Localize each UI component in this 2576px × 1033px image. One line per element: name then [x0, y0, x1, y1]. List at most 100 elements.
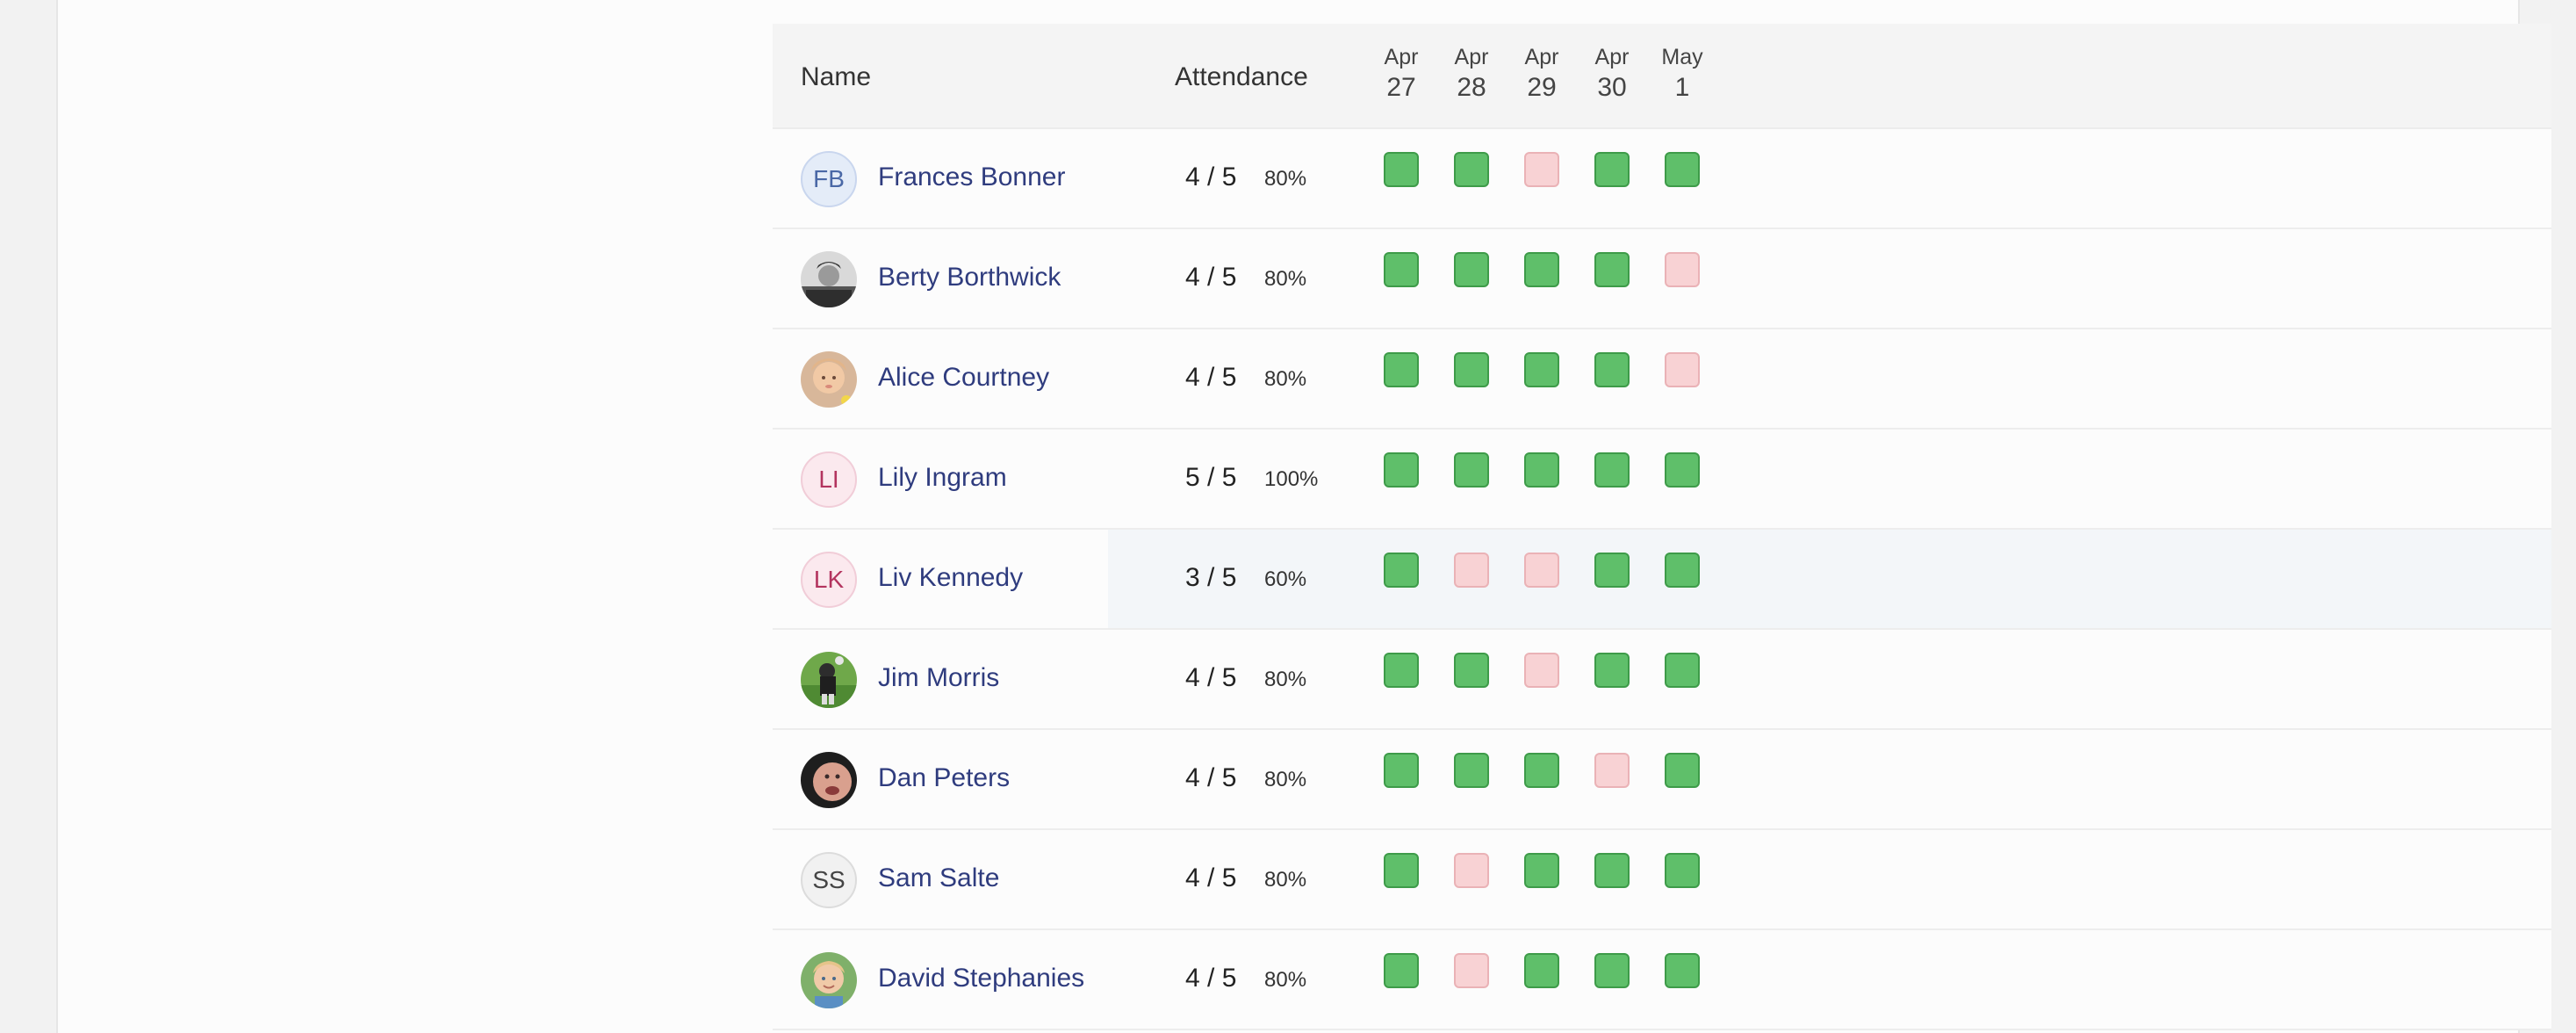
attendance-cell-present[interactable]	[1594, 653, 1630, 688]
avatar-photo[interactable]	[801, 752, 857, 808]
attendance-cell-present[interactable]	[1594, 252, 1630, 287]
attendance-cell-absent[interactable]	[1524, 553, 1559, 588]
attendance-cell-absent[interactable]	[1524, 152, 1559, 187]
attendance-cell-present[interactable]	[1594, 953, 1630, 988]
name-column-header[interactable]: Name	[801, 62, 872, 91]
attendance-cell-present[interactable]	[1454, 653, 1489, 688]
date-month: May	[1661, 45, 1703, 69]
avatar-photo[interactable]	[801, 351, 857, 408]
attendance-fraction: 4 / 5	[1185, 663, 1237, 692]
attendance-cell-present[interactable]	[1665, 452, 1700, 488]
avatar-initials[interactable]: LK	[801, 552, 857, 608]
attendance-fraction: 4 / 5	[1185, 263, 1237, 292]
attendance-cell-present[interactable]	[1384, 753, 1419, 788]
attendance-cell-present[interactable]	[1665, 753, 1700, 788]
row-highlight	[1108, 129, 2551, 228]
table-row[interactable]: LI Lily Ingram 5 / 5 100%	[773, 430, 2551, 530]
student-name-link[interactable]: Frances Bonner	[878, 163, 1066, 191]
attendance-cell-present[interactable]	[1454, 753, 1489, 788]
table-row[interactable]: David Stephanies 4 / 5 80%	[773, 930, 2551, 1030]
row-highlight	[1108, 930, 2551, 1029]
student-name-link[interactable]: Dan Peters	[878, 763, 1011, 792]
content-panel: Name Attendance Apr 27 Apr 28 Apr 29 Apr…	[56, 0, 2551, 1033]
attendance-cell-absent[interactable]	[1665, 352, 1700, 387]
attendance-percent: 80%	[1264, 267, 1307, 291]
student-name-link[interactable]: Liv Kennedy	[878, 563, 1024, 592]
table-row[interactable]: Berty Borthwick 4 / 5 80%	[773, 229, 2551, 329]
attendance-cell-present[interactable]	[1524, 753, 1559, 788]
avatar-photo[interactable]	[801, 652, 857, 708]
attendance-cell-absent[interactable]	[1665, 252, 1700, 287]
avatar-initials[interactable]: SS	[801, 852, 857, 908]
attendance-cell-present[interactable]	[1594, 853, 1630, 888]
row-highlight	[1108, 730, 2551, 828]
student-name-link[interactable]: David Stephanies	[878, 964, 1085, 993]
attendance-percent: 80%	[1264, 668, 1307, 691]
attendance-cell-present[interactable]	[1594, 553, 1630, 588]
date-header-2: Apr 29	[1514, 43, 1570, 105]
table-row[interactable]: Jim Morris 4 / 5 80%	[773, 630, 2551, 730]
attendance-cell-absent[interactable]	[1454, 953, 1489, 988]
attendance-cell-present[interactable]	[1594, 352, 1630, 387]
attendance-percent: 80%	[1264, 868, 1307, 892]
attendance-cell-absent[interactable]	[1454, 853, 1489, 888]
attendance-cell-present[interactable]	[1454, 352, 1489, 387]
attendance-cell-present[interactable]	[1454, 252, 1489, 287]
table-row[interactable]: Alice Courtney 4 / 5 80%	[773, 329, 2551, 430]
attendance-cell-present[interactable]	[1524, 352, 1559, 387]
table-row[interactable]: FB Frances Bonner 4 / 5 80%	[773, 129, 2551, 229]
student-name-link[interactable]: Jim Morris	[878, 663, 1000, 692]
student-name-link[interactable]: Berty Borthwick	[878, 263, 1061, 292]
attendance-fraction: 4 / 5	[1185, 964, 1237, 993]
attendance-cell-present[interactable]	[1524, 853, 1559, 888]
attendance-cell-absent[interactable]	[1524, 653, 1559, 688]
date-day: 27	[1386, 73, 1416, 102]
attendance-cell-present[interactable]	[1384, 452, 1419, 488]
attendance-fraction: 4 / 5	[1185, 863, 1237, 892]
attendance-table: Name Attendance Apr 27 Apr 28 Apr 29 Apr…	[773, 24, 2551, 1030]
attendance-column-header[interactable]: Attendance	[1175, 62, 1308, 91]
row-highlight	[1108, 630, 2551, 728]
attendance-fraction: 4 / 5	[1185, 163, 1237, 191]
attendance-cell-present[interactable]	[1594, 452, 1630, 488]
avatar-initials[interactable]: FB	[801, 151, 857, 207]
date-day: 29	[1527, 73, 1557, 102]
attendance-cell-present[interactable]	[1384, 252, 1419, 287]
attendance-cell-present[interactable]	[1665, 553, 1700, 588]
student-name-link[interactable]: Sam Salte	[878, 863, 1000, 892]
attendance-fraction: 3 / 5	[1185, 563, 1237, 592]
avatar-photo[interactable]	[801, 251, 857, 307]
date-month: Apr	[1384, 45, 1419, 69]
attendance-cell-present[interactable]	[1384, 853, 1419, 888]
attendance-cell-present[interactable]	[1594, 152, 1630, 187]
attendance-cell-present[interactable]	[1665, 653, 1700, 688]
student-name-link[interactable]: Alice Courtney	[878, 363, 1050, 392]
date-month: Apr	[1594, 45, 1630, 69]
student-name-link[interactable]: Lily Ingram	[878, 463, 1007, 492]
table-row[interactable]: SS Sam Salte 4 / 5 80%	[773, 830, 2551, 930]
attendance-cell-present[interactable]	[1665, 953, 1700, 988]
attendance-cell-present[interactable]	[1384, 152, 1419, 187]
attendance-cell-absent[interactable]	[1454, 553, 1489, 588]
attendance-cell-present[interactable]	[1665, 853, 1700, 888]
date-header-4: May 1	[1654, 43, 1710, 105]
attendance-percent: 80%	[1264, 367, 1307, 391]
attendance-cell-present[interactable]	[1524, 953, 1559, 988]
attendance-cell-present[interactable]	[1454, 452, 1489, 488]
attendance-cell-present[interactable]	[1384, 352, 1419, 387]
attendance-cell-absent[interactable]	[1594, 753, 1630, 788]
attendance-cell-present[interactable]	[1384, 553, 1419, 588]
attendance-cell-present[interactable]	[1384, 953, 1419, 988]
date-day: 1	[1674, 73, 1690, 102]
attendance-cell-present[interactable]	[1524, 452, 1559, 488]
table-row[interactable]: LK Liv Kennedy 3 / 5 60%	[773, 530, 2551, 630]
table-row[interactable]: Dan Peters 4 / 5 80%	[773, 730, 2551, 830]
date-month: Apr	[1524, 45, 1559, 69]
avatar-photo[interactable]	[801, 952, 857, 1008]
attendance-cell-present[interactable]	[1524, 252, 1559, 287]
attendance-cell-present[interactable]	[1384, 653, 1419, 688]
attendance-cell-present[interactable]	[1454, 152, 1489, 187]
attendance-cell-present[interactable]	[1665, 152, 1700, 187]
avatar-initials[interactable]: LI	[801, 451, 857, 508]
attendance-fraction: 4 / 5	[1185, 363, 1237, 392]
